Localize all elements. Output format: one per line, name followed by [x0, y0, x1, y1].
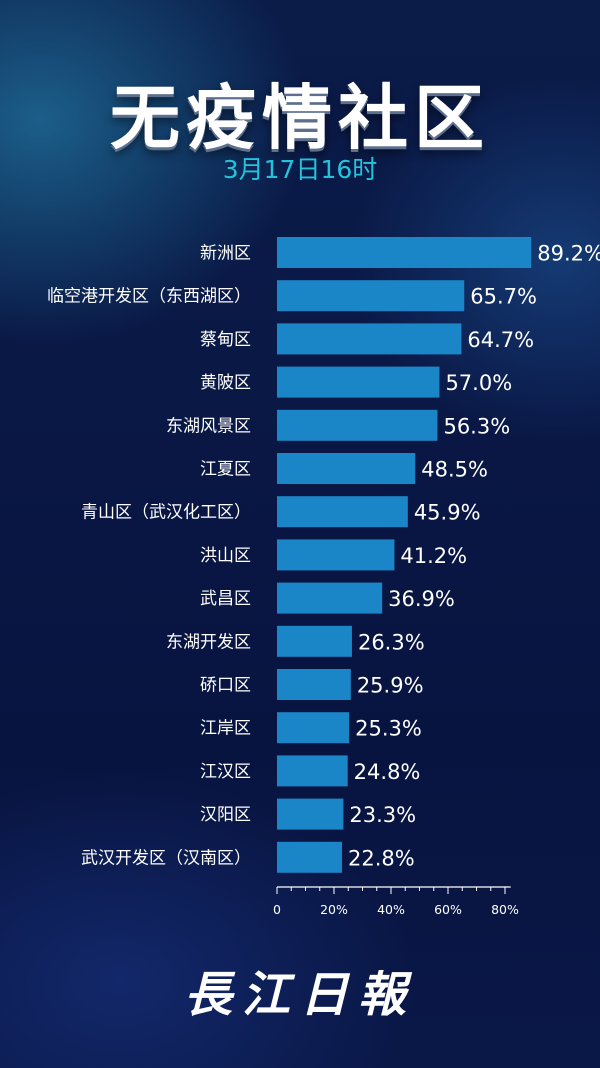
bar-7: [277, 539, 395, 571]
bar-11: [277, 712, 350, 744]
category-label-14: 武汉开发区（汉南区）: [81, 848, 251, 868]
value-label-5: 48.5%: [421, 458, 488, 482]
value-label-10: 25.9%: [357, 674, 424, 698]
value-label-6: 45.9%: [414, 501, 481, 525]
category-label-6: 青山区（武汉化工区）: [81, 503, 251, 523]
bar-3: [277, 366, 440, 398]
value-label-8: 36.9%: [388, 587, 455, 611]
value-label-3: 57.0%: [445, 371, 512, 395]
bar-1: [277, 280, 465, 312]
value-label-12: 24.8%: [354, 760, 421, 784]
bar-4: [277, 409, 438, 441]
category-label-11: 江岸区: [200, 719, 251, 739]
value-label-11: 25.3%: [355, 717, 422, 741]
x-tick-label-0: 0: [273, 902, 281, 917]
value-label-13: 23.3%: [349, 803, 416, 827]
bar-14: [277, 841, 342, 873]
bar-2: [277, 323, 462, 355]
category-label-10: 硚口区: [200, 676, 251, 696]
bar-5: [277, 453, 416, 484]
bar-0: [277, 237, 532, 268]
x-tick-label-60: 60%: [434, 902, 462, 917]
bar-6: [277, 496, 408, 528]
category-label-0: 新洲区: [200, 244, 251, 264]
value-label-9: 26.3%: [358, 630, 425, 654]
page-subtitle: 3月17日16时: [222, 155, 378, 184]
x-tick-label-20: 20%: [320, 902, 348, 917]
category-label-4: 东湖风景区: [166, 416, 251, 436]
bar-8: [277, 582, 383, 614]
bar-13: [277, 798, 344, 830]
value-label-7: 41.2%: [400, 544, 467, 568]
category-label-13: 汉阳区: [200, 805, 251, 825]
category-label-2: 蔡甸区: [200, 330, 251, 350]
bar-12: [277, 755, 348, 787]
value-label-0: 89.2%: [537, 242, 600, 266]
category-label-3: 黄陂区: [200, 373, 251, 393]
category-label-5: 江夏区: [200, 460, 251, 480]
category-label-1: 临空港开发区（东西湖区）: [47, 287, 251, 307]
x-tick-label-40: 40%: [377, 902, 405, 917]
category-label-7: 洪山区: [200, 546, 251, 566]
newspaper-logo: 長江日報: [183, 967, 416, 1023]
bar-9: [277, 625, 352, 657]
bar-10: [277, 669, 351, 700]
value-label-4: 56.3%: [443, 414, 510, 438]
value-label-1: 65.7%: [470, 285, 537, 309]
page-title: 无疫情社区: [110, 77, 490, 159]
category-label-12: 江汉区: [200, 762, 251, 782]
value-label-2: 64.7%: [467, 328, 534, 352]
value-label-14: 22.8%: [348, 846, 415, 870]
x-tick-label-80: 80%: [491, 902, 519, 917]
category-label-8: 武昌区: [200, 589, 251, 609]
category-label-9: 东湖开发区: [166, 632, 251, 652]
